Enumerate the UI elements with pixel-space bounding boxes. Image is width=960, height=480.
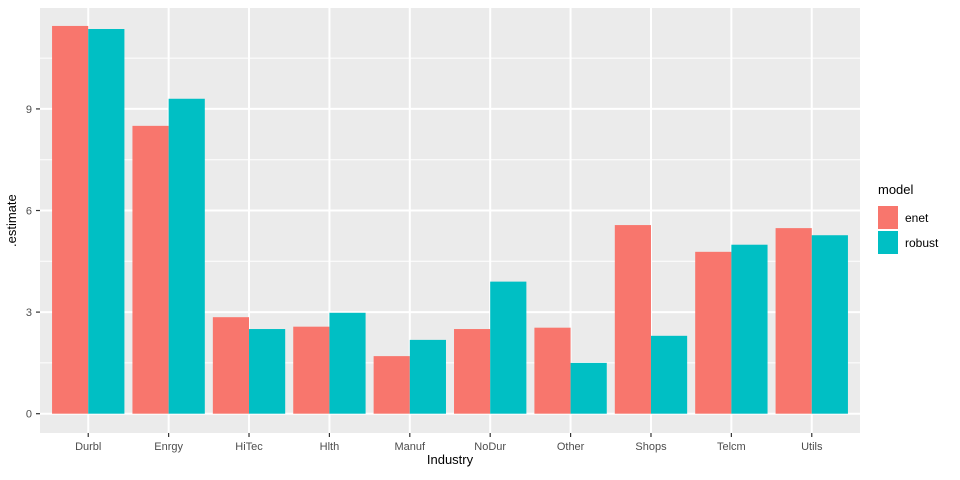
bar-enet-Telcm [695,251,732,414]
bar-robust-HiTec [249,329,286,414]
bar-robust-Shops [650,335,688,414]
x-tick-label: Utils [801,441,823,453]
bar-enet-Durbl [52,25,89,414]
x-tick-label: Telcm [717,441,746,453]
legend-swatch-enet [878,206,898,229]
bar-enet-Utils [775,228,812,414]
legend-item-enet: enet [878,206,938,229]
x-tick-label: Durbl [75,441,101,453]
legend-label-robust: robust [905,235,939,250]
bar-robust-Hlth [329,312,366,414]
bar-enet-Shops [614,225,651,414]
bar-robust-Telcm [731,244,768,414]
x-tick-label: Other [557,441,585,453]
y-tick-label: 6 [26,206,32,218]
y-tick-label: 9 [26,104,32,116]
legend-title: model [878,182,914,197]
legend: model enet robust [878,182,938,256]
legend-item-robust: robust [878,231,938,254]
bar-enet-Other [534,327,571,414]
bar-enet-Manuf [373,356,410,414]
x-tick-label: Hlth [320,441,340,453]
bar-enet-NoDur [454,329,491,414]
bar-enet-Enrgy [132,125,169,414]
bar-robust-Other [570,362,607,414]
y-tick-label: 0 [26,409,32,421]
x-tick-label: NoDur [474,441,506,453]
x-tick-label: Shops [635,441,667,453]
bar-robust-NoDur [490,281,527,414]
x-tick-label: Enrgy [154,441,183,453]
bar-enet-Hlth [293,326,330,414]
legend-swatch-robust [878,231,898,254]
bar-robust-Utils [811,235,848,414]
x-tick-label: Manuf [395,441,427,453]
bar-robust-Manuf [409,339,446,414]
y-tick-label: 3 [26,307,32,319]
x-tick-label: HiTec [235,441,263,453]
bar-enet-HiTec [212,317,250,414]
bar-robust-Durbl [88,28,125,414]
x-axis-title: Industry [426,452,474,467]
y-axis-title: .estimate [4,194,19,247]
bar-robust-Enrgy [168,98,205,414]
legend-label-enet: enet [905,210,929,225]
